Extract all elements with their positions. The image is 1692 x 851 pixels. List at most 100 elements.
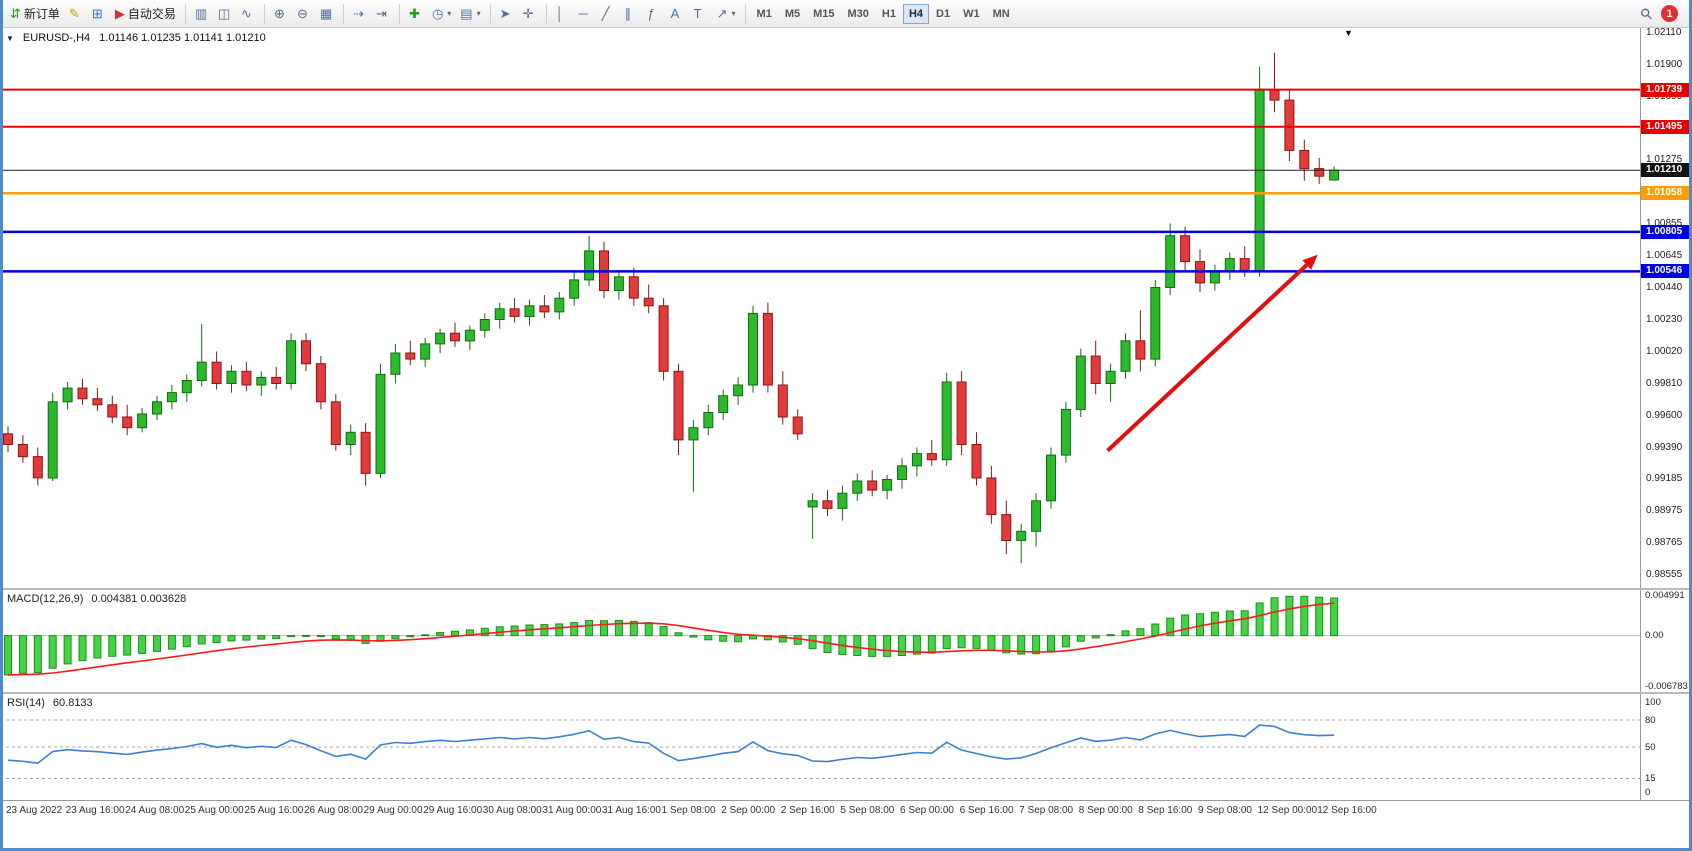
timeframe-m30-button[interactable]: M30 <box>842 4 875 24</box>
candle-body <box>718 395 729 414</box>
macd-histogram-bar <box>1300 595 1309 637</box>
macd-histogram-bar <box>1106 634 1115 637</box>
autotrading-button[interactable]: ▶ 自动交易 <box>111 3 180 25</box>
cursor-button[interactable]: ➤ <box>496 3 518 25</box>
timeframe-m15-button[interactable]: M15 <box>807 4 840 24</box>
macd-histogram-bar <box>167 635 176 650</box>
candle-body <box>1046 454 1056 502</box>
zoom-in-button[interactable]: ⊕ <box>270 3 292 25</box>
timeframe-h1-button[interactable]: H1 <box>876 4 902 24</box>
candle-body <box>1165 235 1176 288</box>
chart-shift-button[interactable]: ⇥ <box>372 3 394 25</box>
candle-body <box>166 392 177 403</box>
channel-button[interactable]: ∥ <box>621 3 643 25</box>
price-tick-label: 1.00020 <box>1646 345 1683 357</box>
time-axis-label: 31 Aug 16:00 <box>602 805 661 816</box>
templates-button[interactable]: ▤ ▾ <box>456 3 484 25</box>
one-click-trading-toggle-icon[interactable]: ▼ <box>6 33 14 43</box>
macd-histogram-bar <box>793 635 802 645</box>
panel-separator[interactable] <box>0 588 1692 590</box>
candle-body <box>181 380 192 394</box>
text-button[interactable]: A <box>667 3 689 25</box>
bar-chart-button[interactable]: ▥ <box>191 3 213 25</box>
candle-body <box>1001 514 1012 542</box>
price-axis[interactable]: 1.021101.019001.016901.014801.012751.010… <box>1641 27 1692 822</box>
price-tick-label: 0.99185 <box>1646 472 1683 484</box>
macd-histogram-bar <box>585 620 594 637</box>
zoom-out-button[interactable]: ⊖ <box>293 3 315 25</box>
macd-panel[interactable] <box>0 590 1640 692</box>
horizontal-line-button[interactable]: ─ <box>575 3 597 25</box>
macd-histogram-bar <box>719 635 728 642</box>
fibonacci-button[interactable]: ƒ <box>644 3 666 25</box>
line-chart-icon: ∿ <box>240 6 252 21</box>
search-icon[interactable]: ⚲ <box>1636 3 1657 24</box>
timeframe-h4-button[interactable]: H4 <box>902 3 930 24</box>
candle-body <box>1016 530 1027 541</box>
indicators-button[interactable]: ✚ <box>405 3 427 25</box>
line-chart-button[interactable]: ∿ <box>237 3 259 25</box>
macd-histogram-bar <box>778 635 787 643</box>
time-axis[interactable]: 23 Aug 2022 23 Aug 16:00 24 Aug 08:00 25 Au… <box>0 801 1640 822</box>
tile-windows-button[interactable]: ▦ <box>316 3 338 25</box>
candle-body <box>926 453 937 461</box>
timeframe-mn-button[interactable]: MN <box>987 4 1016 24</box>
timeframe-w1-button[interactable]: W1 <box>957 4 986 24</box>
candle-body <box>1120 340 1131 372</box>
time-axis-label: 1 Sep 08:00 <box>661 805 716 816</box>
macd-histogram-bar <box>1270 597 1279 637</box>
timeframe-m5-button[interactable]: M5 <box>779 4 806 24</box>
rsi-axis-label: 100 <box>1645 696 1661 708</box>
candle-body <box>643 297 654 307</box>
candle-body <box>852 480 863 494</box>
candle-body <box>196 361 207 382</box>
macd-histogram-bar <box>540 624 549 637</box>
window-border-bottom <box>0 848 1692 851</box>
macd-histogram-bar <box>1121 630 1130 637</box>
periods-button[interactable]: ◷ ▾ <box>428 3 455 25</box>
candle-body <box>137 413 148 429</box>
crosshair-button[interactable]: ✛ <box>519 3 541 25</box>
macd-signal-line <box>7 602 1335 676</box>
autotrading-button-label: 自动交易 <box>127 7 176 21</box>
rsi-axis-label: 0 <box>1645 786 1651 798</box>
candle-body <box>837 492 848 509</box>
candle-body <box>122 416 133 429</box>
metaeditor-icon: ✎ <box>68 6 80 21</box>
text-label-button[interactable]: T <box>690 3 712 25</box>
trend-arrow[interactable] <box>1106 263 1309 453</box>
macd-histogram-bar <box>33 635 42 674</box>
new-order-button[interactable]: ⇵ 新订单 <box>6 3 64 25</box>
price-tick-label: 0.99390 <box>1646 441 1683 453</box>
price-tick-label: 0.99600 <box>1646 409 1683 421</box>
rsi-panel[interactable] <box>0 694 1640 800</box>
rsi-label: RSI(14) 60.8133 <box>7 697 93 709</box>
macd-histogram-bar <box>555 623 564 637</box>
auto-scroll-button[interactable]: ⇢ <box>349 3 371 25</box>
chart-shift-marker[interactable]: ▼ <box>1344 28 1353 38</box>
candlestick-chart-button[interactable]: ◫ <box>214 3 236 25</box>
vertical-line-button[interactable]: │ <box>552 3 574 25</box>
macd-axis-label: 0.004991 <box>1645 590 1685 601</box>
price-tick-label: 0.98555 <box>1646 568 1683 580</box>
terminal-button[interactable]: ⊞ <box>88 3 110 25</box>
timeframe-d1-button[interactable]: D1 <box>930 4 956 24</box>
price-tick-label: 1.02110 <box>1646 27 1682 38</box>
macd-histogram-bar <box>883 635 892 657</box>
metaeditor-button[interactable]: ✎ <box>65 3 87 25</box>
notification-badge[interactable]: 1 <box>1661 5 1678 22</box>
panel-separator[interactable] <box>0 692 1692 694</box>
candle-body <box>271 376 282 384</box>
timeframe-m1-button[interactable]: M1 <box>751 4 778 24</box>
macd-histogram-bar <box>1002 635 1011 654</box>
candle-body <box>658 305 669 372</box>
candle-body <box>584 250 595 281</box>
candle-body <box>539 305 550 313</box>
macd-histogram-bar <box>659 626 668 637</box>
price-chart-canvas[interactable] <box>0 28 1640 588</box>
window-border-right <box>1689 0 1692 851</box>
time-axis-label: 12 Sep 00:00 <box>1257 805 1318 816</box>
macd-histogram-bar <box>1166 617 1175 637</box>
arrows-button[interactable]: ↗ ▾ <box>713 3 740 25</box>
trendline-button[interactable]: ╱ <box>598 3 620 25</box>
